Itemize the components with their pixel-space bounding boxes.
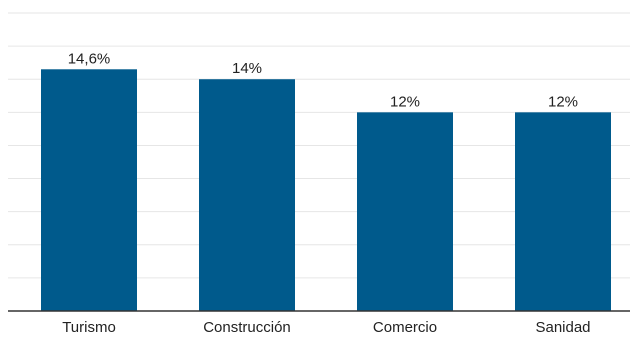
x-tick-label: Turismo <box>62 319 116 336</box>
x-axis-ticks: Turismo Construcción Comercio Sanidad <box>62 319 590 336</box>
x-tick-label: Comercio <box>373 319 437 336</box>
data-label: 14,6% <box>68 50 111 67</box>
data-labels: 14,6% 14% 12% 12% <box>68 50 578 110</box>
x-tick-label: Sanidad <box>535 319 590 336</box>
bar-2 <box>199 79 295 311</box>
bar-1 <box>41 69 137 312</box>
data-label: 12% <box>390 93 420 110</box>
bar-4 <box>515 112 611 311</box>
x-tick-label: Construcción <box>203 319 291 336</box>
data-label: 14% <box>232 60 262 77</box>
data-label: 12% <box>548 93 578 110</box>
bar-3 <box>357 112 453 311</box>
bars <box>41 69 611 312</box>
